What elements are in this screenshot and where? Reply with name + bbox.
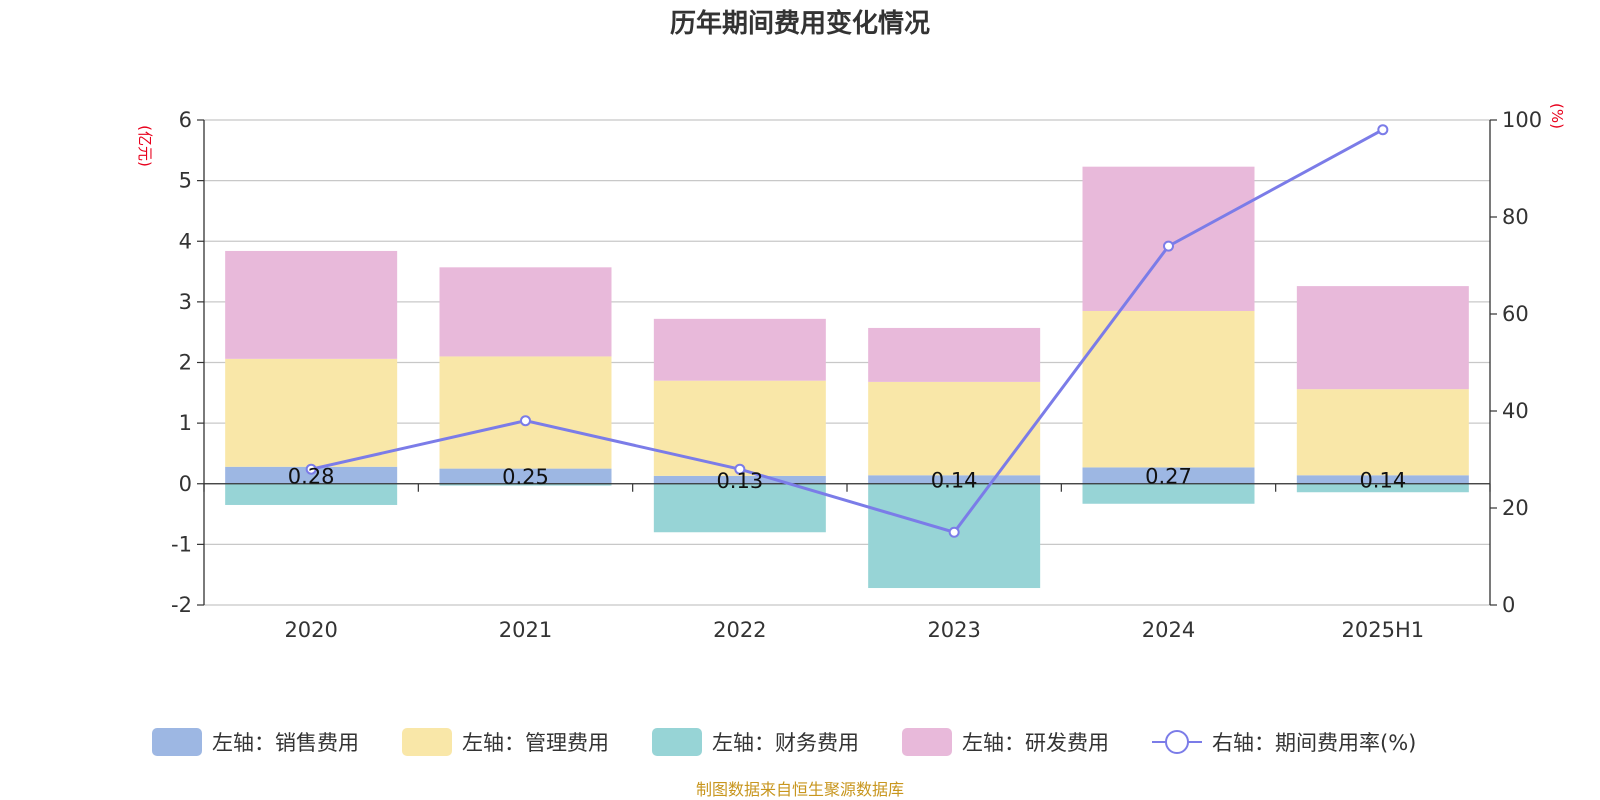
left-tick-label: 1 (179, 411, 192, 435)
bar-segment (1082, 467, 1255, 484)
right-tick-label: 80 (1502, 205, 1529, 229)
legend-swatch (652, 728, 702, 756)
bar-segment (1296, 389, 1469, 476)
category-label: 2025H1 (1342, 618, 1425, 642)
rate-point (1377, 124, 1389, 136)
data-label: 0.14 (1359, 469, 1406, 493)
bar-segment (653, 318, 826, 381)
rate-point (520, 415, 531, 427)
bar-segment (653, 483, 826, 533)
legend-swatch (152, 728, 202, 756)
data-labels: 0.28 0.25 0.13 0.14 0.27 0.14 (288, 464, 1406, 493)
bar-segment (653, 380, 826, 476)
legend-label: 右轴：期间费用率(%) (1212, 731, 1416, 755)
legend-swatch (402, 728, 452, 756)
bar-segment (1082, 310, 1255, 468)
bar-segment (1296, 286, 1469, 390)
category-label: 2022 (713, 618, 766, 642)
bar-segment (439, 468, 612, 484)
bar-segment (1082, 483, 1255, 504)
rate-point (948, 526, 960, 538)
bar-segment (868, 327, 1041, 382)
legend-label: 左轴：研发费用 (962, 731, 1109, 755)
legend-marker (1165, 730, 1189, 754)
bar-segment (1296, 483, 1469, 493)
category-label: 2024 (1142, 618, 1195, 642)
data-label: 0.25 (502, 465, 549, 489)
source-note: 制图数据来自恒生聚源数据库 (696, 780, 904, 799)
legend-item[interactable]: 左轴：财务费用 (652, 728, 859, 756)
bar-segment (225, 250, 398, 359)
bar-segment (868, 381, 1041, 476)
right-tick-label: 20 (1502, 496, 1529, 520)
right-tick-label: 40 (1502, 399, 1529, 423)
bar-segment (225, 358, 398, 467)
bar-segment (868, 475, 1041, 484)
bar-segment (653, 475, 826, 484)
legend-item[interactable]: 左轴：研发费用 (902, 728, 1109, 756)
data-label: 0.28 (288, 464, 335, 488)
data-label: 0.14 (931, 469, 978, 493)
left-tick-label: 0 (179, 472, 192, 496)
data-label: 0.27 (1145, 465, 1192, 489)
rate-point (1163, 240, 1174, 252)
bar-segment (225, 466, 398, 484)
left-axis-unit: (亿元) (136, 125, 154, 167)
bar-segment (1296, 475, 1469, 484)
rate-point (305, 463, 317, 475)
right-tick-label: 0 (1502, 593, 1515, 617)
left-tick-label: 3 (179, 290, 192, 314)
bar-segment (225, 483, 398, 505)
bar-segment (439, 356, 612, 469)
legend-swatch (902, 728, 952, 756)
left-tick-label: -1 (171, 532, 192, 556)
legend: 左轴：销售费用 左轴：管理费用 左轴：财务费用 左轴：研发费用 右轴：期间费用率(%) (152, 728, 1416, 756)
left-tick-label: 2 (179, 351, 192, 375)
right-axis-unit: (%) (1548, 103, 1566, 129)
rate-line-path (310, 128, 1384, 534)
category-label: 2023 (927, 618, 980, 642)
legend-item[interactable]: 左轴：管理费用 (402, 728, 609, 756)
legend-item[interactable]: 左轴：销售费用 (152, 728, 359, 756)
bars (225, 166, 1469, 589)
legend-item[interactable]: 右轴：期间费用率(%) (1152, 730, 1416, 755)
rate-line (305, 124, 1389, 538)
rate-point (734, 463, 746, 475)
bar-segment (439, 483, 612, 486)
data-label: 0.13 (716, 469, 763, 493)
chart-title: 历年期间费用变化情况 (670, 8, 930, 39)
bar-segment (439, 267, 612, 357)
right-tick-label: 100 (1502, 108, 1542, 132)
left-tick-label: 4 (179, 229, 192, 253)
legend-label: 左轴：管理费用 (462, 731, 609, 755)
left-tick-label: -2 (171, 593, 192, 617)
right-tick-label: 60 (1502, 302, 1529, 326)
legend-label: 左轴：财务费用 (712, 731, 859, 755)
legend-label: 左轴：销售费用 (212, 731, 359, 755)
category-label: 2021 (499, 618, 552, 642)
bar-segment (1082, 166, 1255, 311)
left-tick-label: 5 (179, 169, 192, 193)
category-label: 2020 (284, 618, 337, 642)
left-tick-label: 6 (179, 108, 192, 132)
